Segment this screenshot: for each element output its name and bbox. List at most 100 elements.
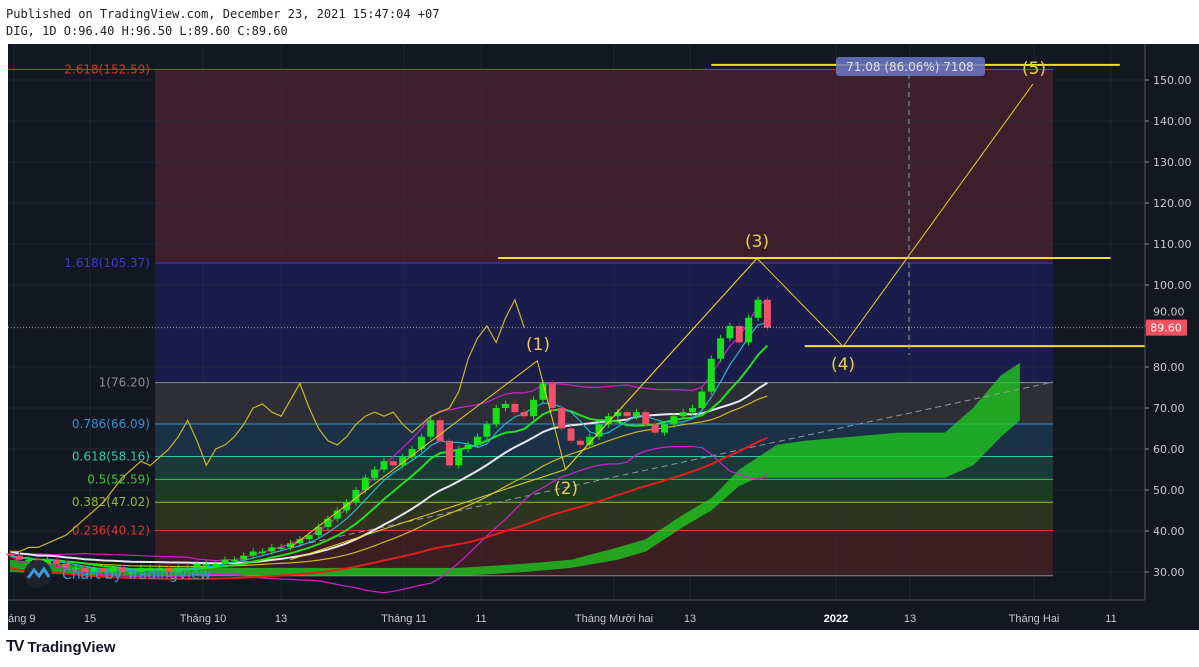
candle — [109, 567, 117, 572]
y-tick-label: 130.00 — [1153, 156, 1192, 169]
candle — [483, 424, 491, 437]
fib-label: 0.382(47.02) — [72, 495, 150, 509]
x-tick-label: Tháng Hai — [1009, 613, 1060, 625]
y-tick-label: 140.00 — [1153, 115, 1192, 128]
candle — [6, 553, 14, 556]
x-tick-label: Tháng Mười hai — [575, 613, 653, 625]
ma-30-line — [9, 395, 768, 568]
candle — [689, 408, 697, 413]
candle — [43, 559, 51, 564]
candle — [604, 416, 612, 425]
candle — [230, 559, 238, 562]
candle — [455, 449, 463, 466]
candle — [352, 490, 360, 503]
fib-label: 1.618(105.37) — [64, 256, 150, 270]
ohlc-legend: DIG, 1D O:96.40 H:96.50 L:89.60 C:89.60 — [6, 24, 288, 38]
x-tick-label: 13 — [904, 613, 916, 625]
x-tick-label: 13 — [275, 613, 287, 625]
candle — [763, 299, 771, 328]
candle — [445, 440, 453, 466]
candle — [156, 567, 164, 570]
candle — [726, 326, 734, 339]
candle — [474, 436, 481, 445]
y-tick-label: 30.00 — [1153, 566, 1185, 579]
ichimoku-cloud — [10, 362, 1020, 577]
wave-label: (2) — [554, 479, 578, 499]
candle — [492, 408, 500, 425]
y-tick-label: 80.00 — [1153, 361, 1185, 374]
last-price-label: 89.60 — [1150, 322, 1182, 335]
candle — [595, 424, 603, 437]
ma-5-line — [9, 322, 768, 571]
x-tick-label: Tháng 10 — [180, 613, 226, 625]
candle — [623, 412, 631, 417]
candle — [735, 326, 743, 343]
candle — [343, 502, 351, 511]
lagging-span — [10, 298, 525, 553]
candle — [361, 477, 369, 490]
y-tick-label: 40.00 — [1153, 525, 1185, 538]
candle — [202, 563, 210, 566]
last-price-badge — [1146, 319, 1187, 336]
candle — [249, 551, 257, 556]
candle — [520, 412, 528, 417]
x-tick-label: 13 — [684, 613, 696, 625]
candle — [698, 391, 706, 408]
candle — [707, 358, 715, 392]
candle — [90, 567, 98, 572]
fib-zone — [155, 262, 1053, 383]
candle — [174, 567, 182, 572]
fib-zone — [155, 69, 1053, 263]
wave-label: (3) — [745, 232, 769, 252]
candle — [137, 567, 145, 572]
candle — [305, 535, 313, 540]
candle — [754, 299, 762, 318]
x-tick-label: 11 — [1105, 613, 1116, 625]
fib-label: 0.618(58.16) — [72, 450, 150, 464]
x-tick-label: 15 — [84, 613, 96, 625]
tradingview-footer[interactable]: TV TradingView — [6, 638, 116, 656]
watermark-chart-icon — [26, 566, 51, 579]
y-tick-label: 90.00 — [1153, 306, 1185, 319]
y-tick-label: 50.00 — [1153, 484, 1185, 497]
bollinger-lower — [9, 445, 768, 594]
fib-label: 0.236(40.12) — [72, 524, 150, 538]
candle — [417, 436, 425, 449]
candle — [511, 403, 519, 413]
candle — [670, 416, 678, 425]
candle — [184, 567, 192, 570]
x-tick-label: 11 — [475, 613, 486, 625]
candle — [287, 543, 294, 548]
y-tick-label: 150.00 — [1153, 74, 1192, 87]
fib-zone — [155, 382, 1053, 425]
elliott-channel-line — [565, 258, 758, 470]
candle — [296, 539, 304, 544]
candle — [632, 412, 640, 417]
y-tick-label: 120.00 — [1153, 197, 1192, 210]
candle — [614, 412, 622, 417]
candle — [15, 555, 23, 560]
candle — [268, 547, 276, 552]
y-tick-label: 100.00 — [1153, 279, 1192, 292]
candle — [464, 444, 472, 449]
candle — [558, 408, 566, 429]
candle — [62, 563, 70, 568]
x-tick-label: Tháng 11 — [381, 613, 427, 625]
candle — [315, 526, 323, 536]
candle — [380, 461, 388, 470]
ma-50-line — [9, 436, 768, 580]
candle — [745, 317, 753, 343]
elliott-channel-line — [290, 469, 566, 561]
candle — [212, 563, 220, 566]
candle — [586, 436, 594, 445]
wave-label: (5) — [1022, 59, 1046, 79]
brand-name: TradingView — [27, 638, 116, 656]
candle — [146, 567, 154, 570]
y-tick-label: 60.00 — [1153, 443, 1185, 456]
candle — [427, 420, 435, 437]
candle — [25, 559, 33, 562]
candle — [539, 383, 547, 400]
fib-label: 2.618(152.59) — [64, 62, 150, 76]
candle — [389, 461, 397, 466]
